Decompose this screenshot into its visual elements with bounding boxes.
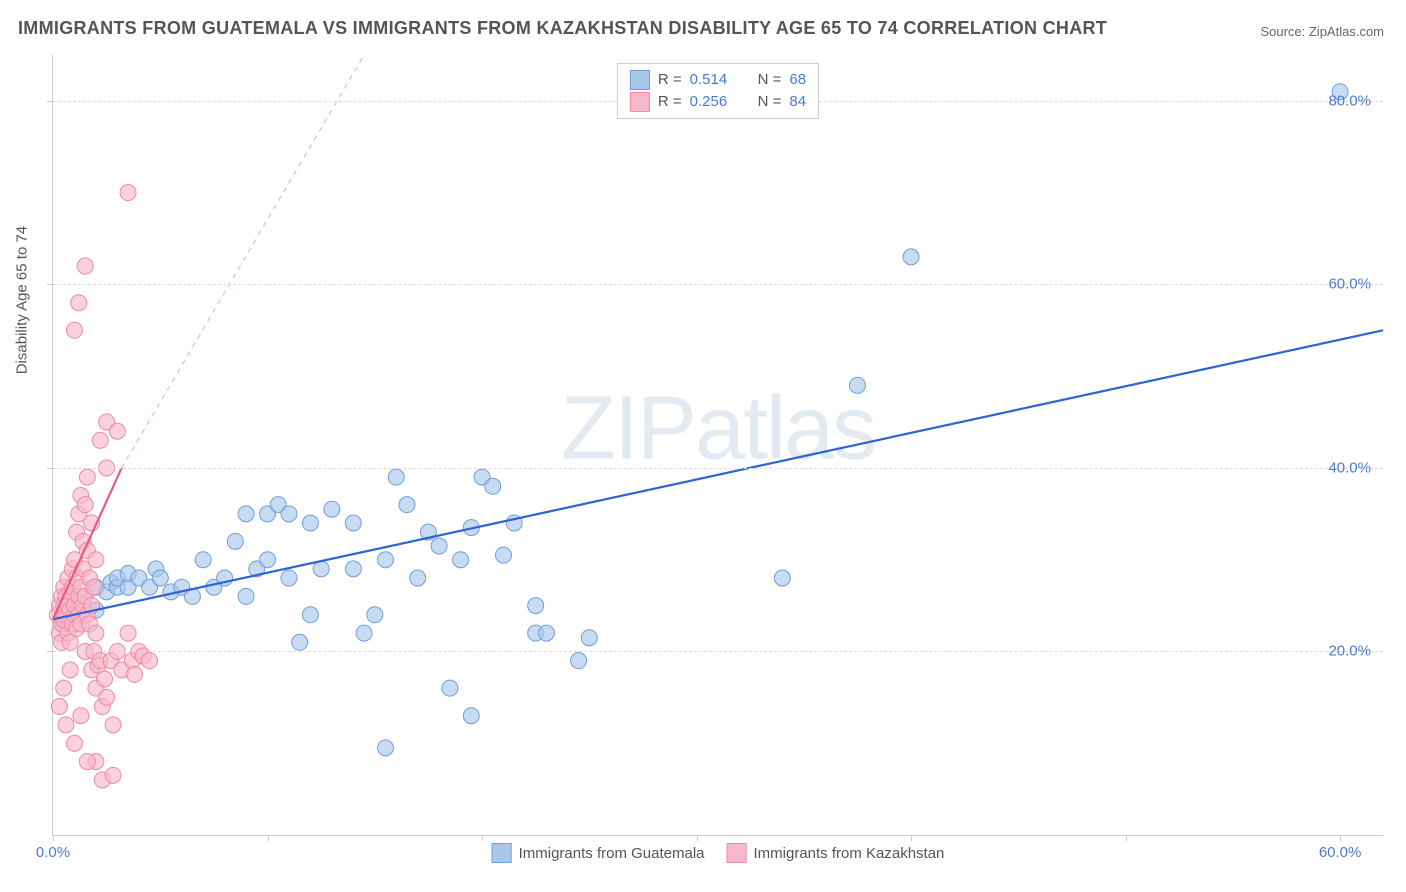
- legend-swatch: [726, 843, 746, 863]
- legend-stats: R = 0.514 N = 68 R = 0.256 N = 84: [617, 63, 819, 119]
- chart-title: IMMIGRANTS FROM GUATEMALA VS IMMIGRANTS …: [18, 18, 1107, 39]
- legend-series-label: Immigrants from Kazakhstan: [753, 845, 944, 862]
- legend-swatch: [630, 70, 650, 90]
- y-tick-label: 20.0%: [1328, 643, 1371, 660]
- y-tick-label: 60.0%: [1328, 276, 1371, 293]
- stat-n-label: N =: [758, 69, 782, 91]
- legend-series-label: Immigrants from Guatemala: [519, 845, 705, 862]
- gridline: [53, 468, 1383, 469]
- stat-r-label: R =: [658, 91, 682, 113]
- gridline: [53, 651, 1383, 652]
- legend-swatch: [492, 843, 512, 863]
- plot-area: ZIPatlas R =0.514N =68R =0.256N =84 Immi…: [52, 55, 1383, 836]
- chart-svg: [53, 55, 1383, 835]
- stat-n-label: N =: [758, 91, 782, 113]
- y-tick-label: 40.0%: [1328, 459, 1371, 476]
- stat-r-value: 0.256: [690, 91, 742, 113]
- y-tick-label: 80.0%: [1328, 92, 1371, 109]
- legend-swatch: [630, 92, 650, 112]
- legend-series-item: Immigrants from Guatemala: [492, 843, 705, 863]
- x-tick-label: 60.0%: [1319, 844, 1362, 861]
- stat-r-label: R =: [658, 69, 682, 91]
- legend-stats-row: R = 0.514 N = 68: [630, 69, 806, 91]
- gridline: [53, 284, 1383, 285]
- source-label: Source: ZipAtlas.com: [1260, 24, 1384, 39]
- stat-r-value: 0.514: [690, 69, 742, 91]
- legend-series: Immigrants from Guatemala Immigrants from…: [492, 843, 945, 863]
- stat-n-value: 68: [789, 69, 806, 91]
- y-axis-title: Disability Age 65 to 74: [14, 226, 31, 374]
- legend-series-item: Immigrants from Kazakhstan: [726, 843, 944, 863]
- x-tick-label: 0.0%: [36, 844, 70, 861]
- stat-n-value: 84: [789, 91, 806, 113]
- legend-stats-row: R = 0.256 N = 84: [630, 91, 806, 113]
